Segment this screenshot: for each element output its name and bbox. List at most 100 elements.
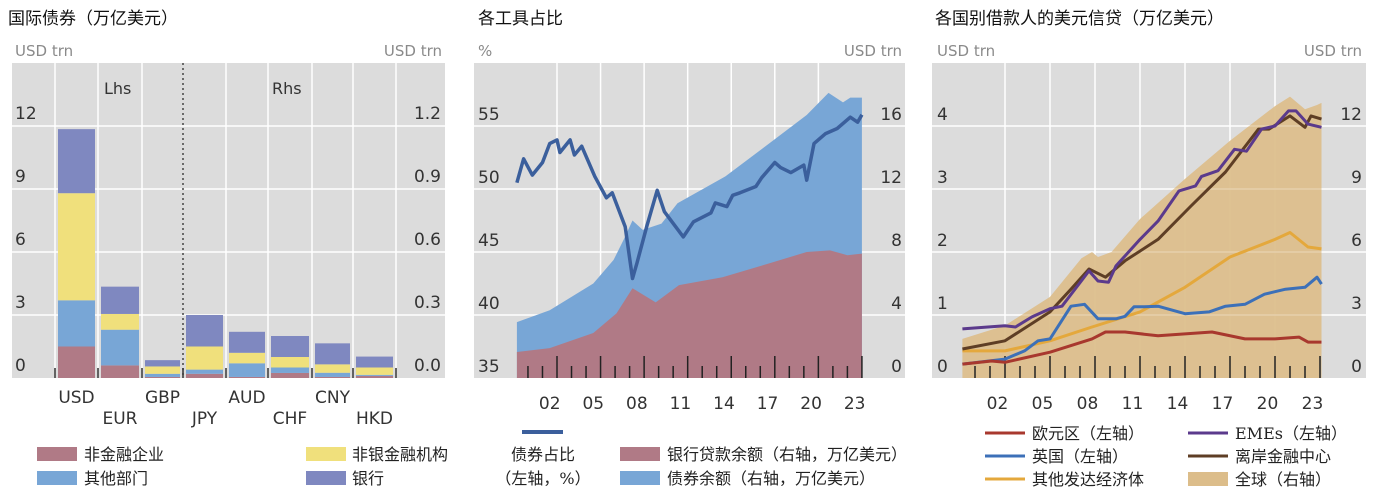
y-tick-label-right: 4 [891, 294, 902, 314]
y-tick-label-left: 0 [15, 356, 26, 376]
chart3-left-unit: USD trn [937, 42, 995, 60]
x-tick-label: 17 [1212, 394, 1234, 414]
bar-segment-usd-bank [58, 129, 95, 194]
legend-label-bonds: 债券余额（右轴，万亿美元） [667, 469, 875, 488]
bar-segment-aud-other [229, 363, 265, 377]
legend-swatch-other [37, 471, 77, 485]
y-tick-label-right: 3 [1351, 294, 1362, 314]
bar-segment-aud-nbfi [229, 352, 265, 364]
bar-segment-chf-nonfin [271, 372, 309, 378]
x-tick-label: 23 [844, 394, 866, 414]
legend-label-bond-share-axis: （左轴，%） [495, 469, 590, 488]
bar-segment-chf-other [271, 367, 309, 373]
chart1-legend: 非金融企业 其他部门 非银金融机构 银行 [37, 445, 448, 488]
bar-segment-hkd-bank [356, 356, 393, 368]
bar-segment-eur-other [101, 329, 139, 366]
bar-segment-usd-other [58, 300, 95, 347]
y-tick-label-left: 2 [937, 231, 948, 251]
chart1-left-unit: USD trn [15, 42, 73, 60]
chart3-right-unit: USD trn [1304, 42, 1362, 60]
legend-swatch-global [1188, 472, 1228, 486]
annotation-lhs: Lhs [104, 79, 131, 98]
bar-segment-cny-bank [315, 343, 350, 365]
x-tick-label: 11 [670, 394, 692, 414]
y-tick-label-left: 12 [15, 104, 37, 124]
bar-segment-gbp-bank [145, 360, 180, 367]
bar-segment-usd-nonfin [58, 346, 95, 378]
bar-segment-jpy-bank [186, 315, 223, 347]
x-category-label: AUD [228, 388, 265, 408]
bar-segment-hkd-nbfi [356, 367, 393, 375]
bar-segment-gbp-nbfi [145, 366, 180, 374]
y-tick-label-left: 35 [478, 357, 500, 377]
y-tick-label-right: 0.3 [414, 293, 441, 313]
x-tick-label: 08 [1077, 394, 1099, 414]
y-tick-label-left: 4 [937, 105, 948, 125]
bar-segment-hkd-other [356, 374, 393, 376]
legend-swatch-nonfin [37, 447, 77, 461]
annotation-rhs: Rhs [272, 79, 302, 98]
legend-label-nonfin: 非金融企业 [84, 445, 164, 464]
x-tick-label: 11 [1122, 394, 1144, 414]
line-bond-share [515, 113, 864, 281]
y-tick-label-left: 45 [478, 231, 500, 251]
x-tick-label: 08 [626, 394, 648, 414]
bar-segment-chf-bank [271, 336, 309, 357]
line-offshore-centres [962, 114, 1322, 351]
y-tick-label-right: 0.9 [414, 167, 441, 187]
chart2-right-unit: USD trn [844, 42, 902, 60]
y-tick-label-left: 9 [15, 167, 26, 187]
x-tick-label: 20 [1257, 394, 1279, 414]
bar-segment-usd-nbfi [58, 193, 95, 301]
legend-label-uk: 英国（左轴） [1032, 447, 1128, 466]
bar-segment-jpy-nonfin [186, 373, 223, 378]
y-tick-label-right: 0 [1351, 357, 1362, 377]
legend-label-offshore: 离岸金融中心 [1235, 447, 1331, 466]
y-tick-label-left: 1 [937, 294, 948, 314]
x-tick-label: 23 [1302, 394, 1324, 414]
legend-label-global: 全球（右轴） [1235, 470, 1331, 489]
x-category-label: CHF [273, 409, 307, 429]
legend-swatch-loans [620, 447, 660, 461]
x-category-label: JPY [191, 409, 218, 429]
chart2-plot: 35 40 45 50 55 0 4 8 12 16 02 05 08 11 14 17 20 23 [474, 63, 905, 414]
y-tick-label-right: 1.2 [414, 104, 441, 124]
line-euro-area [962, 330, 1322, 366]
y-tick-label-left: 6 [15, 230, 26, 250]
chart1-plot: 0 3 6 9 12 0.0 0.3 0.6 0.9 1.2 Lhs Rhs USD EUR GBP JPY A… [12, 63, 445, 429]
bar-segment-hkd-nonfin [356, 375, 393, 378]
legend-swatch-nbfi [306, 447, 346, 461]
bar-segment-jpy-nbfi [186, 346, 223, 370]
bar-segment-cny-other [315, 372, 350, 377]
y-tick-label-right: 0 [891, 357, 902, 377]
chart3-legend: 欧元区（左轴） EMEs（左轴） 英国（左轴） 离岸金融中心 其他发达经济体 全… [985, 424, 1347, 489]
y-tick-label-right: 12 [1340, 105, 1362, 125]
bar-segment-aud-nonfin [229, 376, 265, 378]
x-category-label: GBP [145, 388, 180, 408]
bar-segment-cny-nbfi [315, 364, 350, 373]
bar-segment-chf-nbfi [271, 357, 309, 368]
x-tick-label: 05 [1032, 394, 1054, 414]
x-category-label: USD [58, 388, 94, 408]
x-tick-label: 02 [987, 394, 1009, 414]
legend-label-loans: 银行贷款余额（右轴，万亿美元） [667, 445, 907, 464]
bar-segment-gbp-other [145, 373, 180, 377]
x-tick-label: 20 [800, 394, 822, 414]
y-tick-label-right: 0.0 [414, 356, 441, 376]
y-tick-label-right: 8 [891, 231, 902, 251]
y-tick-label-left: 3 [937, 168, 948, 188]
y-tick-label-right: 12 [880, 168, 902, 188]
legend-label-other-adv: 其他发达经济体 [1032, 470, 1144, 489]
y-tick-label-left: 0 [937, 357, 948, 377]
chart1-title: 国际债券（万亿美元） [8, 9, 178, 29]
y-tick-label-right: 0.6 [414, 230, 441, 250]
bar-segment-eur-nbfi [101, 313, 139, 330]
line-emes [962, 109, 1322, 331]
chart1-right-unit: USD trn [384, 42, 442, 60]
y-tick-label-right: 9 [1351, 168, 1362, 188]
legend-swatch-bank [306, 471, 346, 485]
x-tick-label: 02 [539, 394, 561, 414]
y-tick-label-left: 3 [15, 293, 26, 313]
